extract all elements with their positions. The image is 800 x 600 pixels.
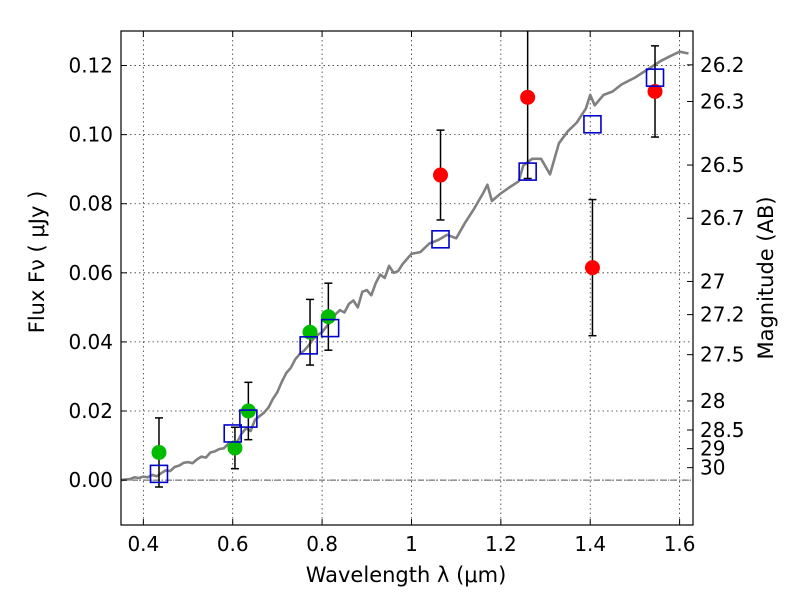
green-data-point — [240, 403, 256, 419]
right-tick-label: 26.3 — [700, 89, 745, 113]
x-tick-label: 1.2 — [485, 532, 517, 556]
right-tick-label: 28.5 — [700, 418, 745, 442]
plot-frame — [120, 30, 694, 526]
right-tick-label: 26.5 — [700, 153, 745, 177]
y-tick-label: 0.06 — [68, 261, 113, 285]
y-tick-label: 0.00 — [68, 468, 113, 492]
red-data-point — [584, 260, 600, 276]
x-tick-label: 1.6 — [664, 532, 696, 556]
blue-model-box — [239, 409, 258, 428]
y-tick-label: 0.02 — [68, 399, 113, 423]
y-tick-label: 0.10 — [68, 123, 113, 147]
y-tick-label: 0.04 — [68, 330, 113, 354]
blue-model-box — [320, 318, 340, 338]
data-markers — [149, 68, 665, 484]
blue-model-box — [518, 162, 537, 181]
blue-model-box — [583, 114, 602, 134]
right-tick-label: 27.2 — [700, 303, 745, 327]
red-data-point — [433, 167, 449, 183]
right-tick-label: 30 — [700, 456, 725, 480]
x-tick-label: 0.8 — [306, 532, 338, 556]
right-tick-label: 27.5 — [700, 343, 745, 367]
green-data-point — [227, 440, 243, 456]
x-tick-label: 1 — [405, 532, 418, 556]
right-tick-label: 26.2 — [700, 53, 745, 77]
right-tick-label: 26.7 — [700, 206, 745, 230]
y-axis-ticks: 0.00 0.02 0.04 0.06 0.08 0.10 0.12 — [68, 54, 127, 492]
right-tick-label: 29 — [700, 437, 725, 461]
x-tick-label: 0.4 — [127, 532, 159, 556]
x-axis-ticks: 0.4 0.6 0.8 1 1.2 1.4 1.6 — [127, 31, 696, 556]
blue-model-box — [299, 336, 318, 355]
blue-model-box — [645, 68, 665, 87]
right-tick-label: 28 — [700, 389, 725, 413]
y-tick-label: 0.08 — [68, 192, 113, 216]
model-spectrum-line — [120, 50, 689, 482]
y-axis-label: Flux Fν ( μJy ) — [25, 191, 49, 334]
right-axis-label: Magnitude (AB) — [754, 196, 778, 359]
y-tick-label: 0.12 — [68, 54, 113, 78]
grid — [121, 31, 693, 525]
green-data-point — [151, 444, 167, 460]
blue-model-box — [149, 464, 169, 484]
x-axis-label: Wavelength λ (μm) — [306, 563, 507, 587]
green-data-point — [320, 309, 336, 325]
red-data-point — [647, 83, 663, 99]
blue-model-box — [223, 424, 243, 443]
blue-model-box — [431, 230, 450, 249]
x-tick-label: 1.4 — [574, 532, 606, 556]
right-tick-label: 27 — [700, 269, 725, 293]
green-data-point — [302, 324, 318, 340]
red-data-point — [520, 89, 536, 105]
x-tick-label: 0.6 — [217, 532, 249, 556]
